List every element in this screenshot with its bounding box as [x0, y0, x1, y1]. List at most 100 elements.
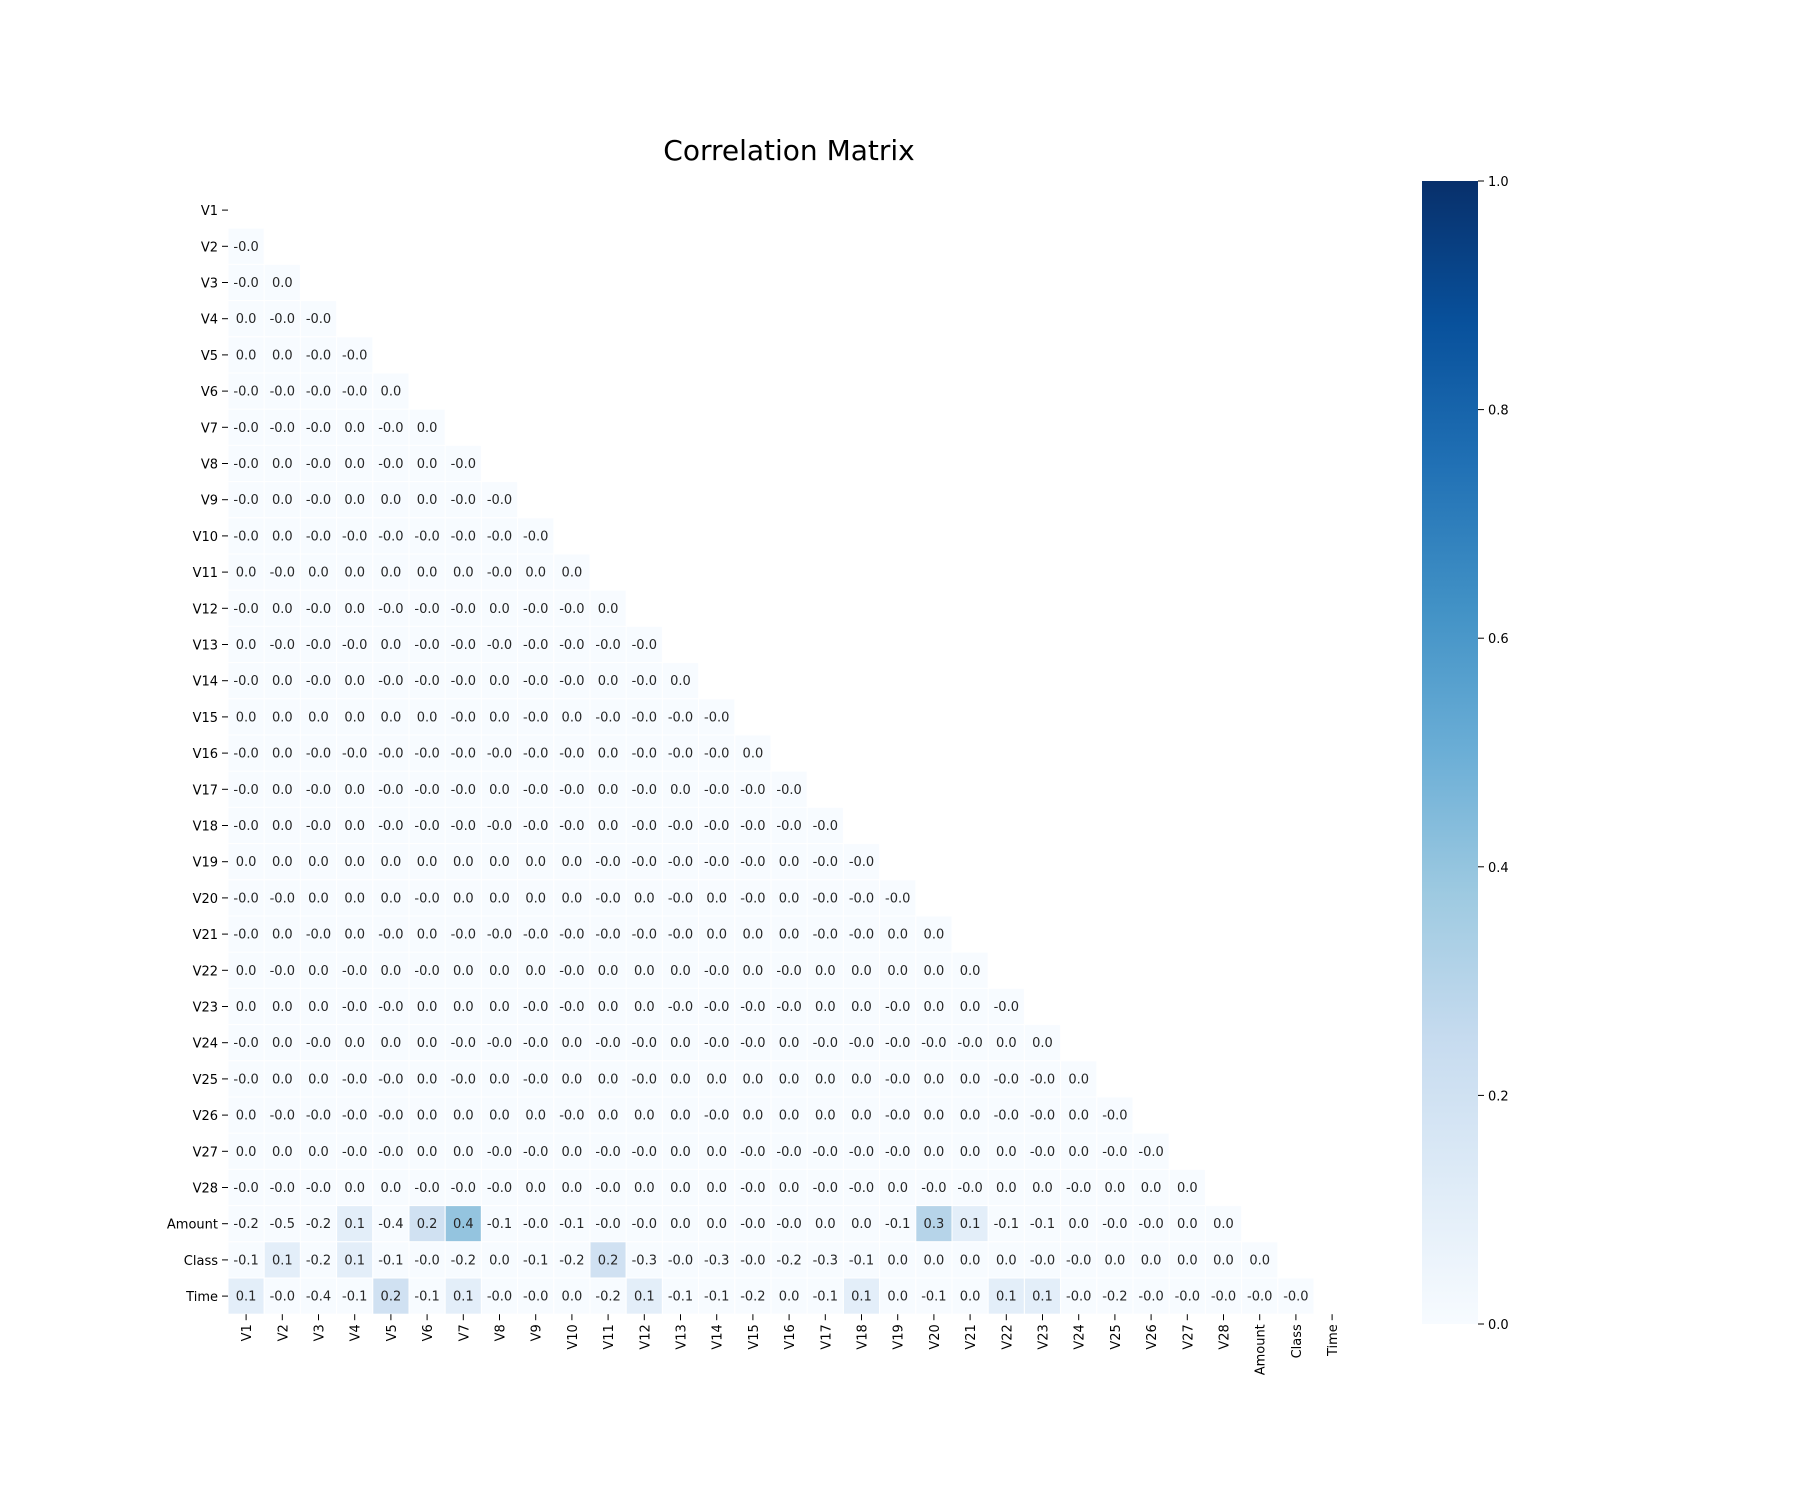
cell-value-label: -0.0: [776, 1145, 801, 1160]
cell-value-label: -0.0: [559, 674, 584, 689]
cell-value-label: 0.0: [634, 964, 655, 979]
heatmap-cell: [299, 770, 338, 808]
cell-value-label: -0.0: [342, 1145, 367, 1160]
heatmap-cell: [408, 517, 446, 555]
cell-value-label: 0.0: [706, 1181, 727, 1196]
heatmap-cell: [842, 879, 881, 917]
y-tick-label: V6: [201, 385, 218, 400]
cell-value-label: -0.0: [595, 1217, 620, 1232]
cell-value-label: 0.0: [743, 747, 764, 762]
cell-value-label: -0.0: [704, 1036, 729, 1051]
heatmap-cell: [444, 698, 482, 736]
cell-value-label: 0.0: [598, 1072, 619, 1087]
cell-value-label: -0.0: [559, 1000, 584, 1015]
cell-value-label: 0.1: [996, 1290, 1017, 1305]
cell-value-label: -0.0: [233, 457, 258, 472]
y-tick-label: V9: [201, 494, 218, 509]
heatmap-cell: [770, 1241, 808, 1279]
cell-value-label: 0.0: [272, 710, 293, 725]
cell-value-label: 0.0: [1249, 1253, 1270, 1268]
cell-value-label: 0.0: [344, 674, 365, 689]
cell-value-label: -0.0: [270, 421, 295, 436]
cell-value-label: -0.1: [668, 1290, 693, 1305]
heatmap-cell: [517, 1168, 555, 1207]
heatmap-cell: [589, 951, 627, 989]
cell-value-label: 0.0: [417, 493, 438, 508]
heatmap-cell: [517, 1241, 555, 1279]
heatmap-cell: [227, 951, 265, 989]
cell-value-label: -0.2: [740, 1290, 765, 1305]
x-tick-label: V10: [566, 1324, 581, 1349]
cell-value-label: -0.0: [414, 964, 439, 979]
heatmap-cell: [661, 806, 700, 845]
heatmap-cell: [553, 1024, 591, 1062]
cell-value-label: -0.0: [233, 493, 258, 508]
cell-value-label: 0.0: [670, 1036, 691, 1051]
cell-value-label: 0.0: [236, 964, 257, 979]
heatmap-cell: [408, 1241, 446, 1279]
x-tick-label: V28: [1218, 1324, 1233, 1349]
heatmap-cell: [336, 589, 374, 627]
heatmap-cell: [1023, 1060, 1062, 1098]
y-tick-label: V4: [201, 313, 218, 328]
y-tick-label: V25: [193, 1073, 218, 1088]
cell-value-label: -0.0: [233, 602, 258, 617]
heatmap-cell: [625, 1168, 663, 1207]
cell-value-label: -0.0: [595, 1145, 620, 1160]
cell-value-label: -0.0: [414, 1253, 439, 1268]
cell-value-label: 0.0: [1177, 1253, 1198, 1268]
cell-value-label: -0.0: [233, 529, 258, 544]
heatmap-cell: [263, 1241, 301, 1279]
cell-value-label: -0.0: [523, 1000, 548, 1015]
x-tick-label: V21: [964, 1324, 979, 1349]
cell-value-label: -0.4: [378, 1217, 403, 1232]
x-tick-label: V12: [638, 1324, 653, 1349]
cell-value-label: 0.0: [598, 1000, 619, 1015]
heatmap-cell: [480, 1024, 519, 1062]
cell-value-label: 0.0: [489, 674, 510, 689]
heatmap-cell: [336, 372, 374, 410]
cell-value-label: -0.0: [668, 855, 693, 870]
heatmap-cell: [625, 1096, 663, 1134]
cell-value-label: 0.0: [308, 891, 329, 906]
heatmap-cell: [227, 662, 265, 700]
heatmap-cell: [951, 1241, 989, 1279]
cell-value-label: -0.0: [233, 783, 258, 798]
cell-value-label: -0.0: [668, 747, 693, 762]
cell-value-label: -0.0: [233, 1036, 258, 1051]
cell-value-label: -0.0: [740, 1000, 765, 1015]
cell-value-label: 0.0: [308, 1072, 329, 1087]
heatmap-cell: [625, 1241, 663, 1279]
heatmap-cell: [698, 1241, 736, 1279]
cell-value-label: -0.0: [270, 964, 295, 979]
cell-value-label: 0.0: [706, 1072, 727, 1087]
heatmap-cell: [1023, 1096, 1062, 1134]
cell-value-label: -0.0: [451, 819, 476, 834]
heatmap-cell: [263, 444, 301, 483]
cell-value-label: -0.2: [776, 1253, 801, 1268]
heatmap-cell: [444, 843, 482, 881]
cell-value-label: 0.0: [344, 891, 365, 906]
heatmap-cell: [408, 1168, 446, 1207]
heatmap-cell: [299, 625, 338, 664]
cell-value-label: 0.0: [779, 1290, 800, 1305]
y-tick-label: V1: [201, 204, 218, 219]
heatmap-cell: [444, 444, 482, 483]
heatmap-cell: [734, 987, 772, 1026]
cell-value-label: -0.0: [270, 566, 295, 581]
cell-value-label: 0.1: [453, 1290, 474, 1305]
heatmap-cell: [770, 951, 808, 989]
y-tick-label: V26: [193, 1109, 218, 1124]
cell-value-label: -0.0: [668, 891, 693, 906]
cell-value-label: -0.0: [270, 891, 295, 906]
heatmap-cell: [915, 1060, 953, 1098]
heatmap-cell: [987, 1205, 1025, 1243]
cell-value-label: -0.0: [487, 1290, 512, 1305]
cell-value-label: -0.0: [740, 1145, 765, 1160]
cell-value-label: 0.0: [851, 1109, 872, 1124]
heatmap-cell: [299, 300, 338, 338]
cell-value-label: -0.0: [342, 638, 367, 653]
cell-value-label: -0.0: [849, 1145, 874, 1160]
x-tick-label: V17: [819, 1324, 834, 1349]
cell-value-label: -0.0: [414, 783, 439, 798]
